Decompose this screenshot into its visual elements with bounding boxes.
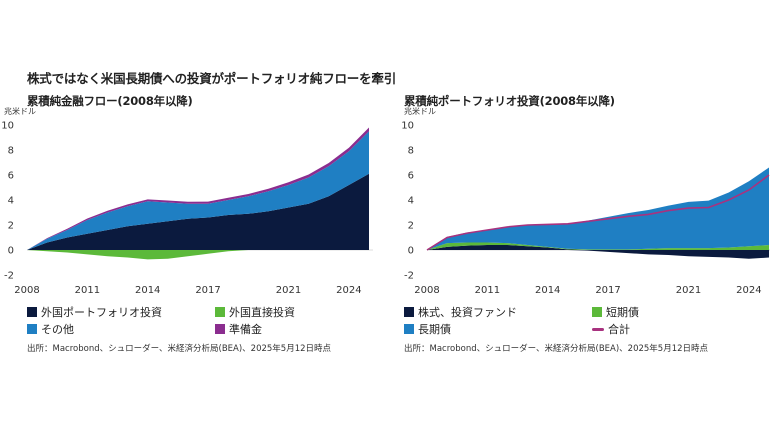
- x-tick-label: 2011: [475, 285, 500, 296]
- y-tick-label: 10: [401, 121, 414, 132]
- legend-swatch: [27, 324, 37, 334]
- negative-series-area-0: [27, 250, 369, 260]
- legend-item-equity-funds: 株式、投資ファンド: [404, 304, 517, 320]
- x-tick-label: 2024: [736, 285, 761, 296]
- x-tick-label: 2014: [135, 285, 160, 296]
- left-chart-title: 累積純金融フロー(2008年以降): [27, 94, 193, 108]
- total-line: [426, 174, 770, 251]
- y-tick-label: 6: [8, 171, 14, 182]
- page-headline: 株式ではなく米国長期債への投資がポートフォリオ純フローを牽引: [27, 71, 397, 86]
- x-tick-label: 2017: [595, 285, 620, 296]
- legend-label: 短期債: [606, 306, 639, 319]
- legend-item-short-term-debt: 短期債: [592, 304, 639, 320]
- legend-item-reserves: 準備金: [215, 321, 262, 337]
- x-tick-label: 2024: [336, 285, 361, 296]
- legend-label: 長期債: [418, 323, 451, 336]
- x-tick-label: 2021: [676, 285, 701, 296]
- legend-swatch: [592, 307, 602, 317]
- x-tick-label: 2014: [535, 285, 560, 296]
- legend-label: 外国直接投資: [229, 306, 295, 319]
- x-tick-label: 2011: [75, 285, 100, 296]
- legend-item-fdi: 外国直接投資: [215, 304, 295, 320]
- y-tick-label: -2: [404, 271, 414, 282]
- legend-swatch: [27, 307, 37, 317]
- legend-item-other: その他: [27, 321, 74, 337]
- y-tick-label: 2: [8, 221, 14, 232]
- positive-series-area-2: [427, 167, 769, 250]
- right-area-chart: 兆米ドル -2 0 2 4 6 8 10 2008 2011 2014 2017 2021 2024: [401, 106, 770, 296]
- y-tick-label: 2: [408, 221, 414, 232]
- y-axis-unit-label: 兆米ドル: [4, 106, 36, 116]
- legend-item-long-term-debt: 長期債: [404, 321, 451, 337]
- negative-series-area-0: [427, 250, 769, 259]
- y-tick-label: 10: [1, 121, 14, 132]
- y-tick-label: -2: [4, 271, 14, 282]
- left-area-chart: 兆米ドル -2 0 2 4 6 8 10 2008 2011 2014 2017 2021 2024: [1, 106, 373, 296]
- y-tick-label: 8: [8, 146, 14, 157]
- y-tick-label: 0: [8, 246, 14, 257]
- y-tick-label: 0: [408, 246, 414, 257]
- legend-label: 合計: [608, 323, 630, 336]
- right-source-note: 出所：Macrobond、シュローダー、米経済分析局(BEA)、2025年5月1…: [404, 344, 709, 354]
- left-source-note: 出所：Macrobond、シュローダー、米経済分析局(BEA)、2025年5月1…: [27, 344, 332, 354]
- right-chart-title: 累積純ポートフォリオ投資(2008年以降): [404, 94, 615, 108]
- legend-swatch: [404, 307, 414, 317]
- legend-swatch-line: [592, 327, 604, 331]
- legend-label: 株式、投資ファンド: [418, 306, 517, 319]
- y-tick-label: 4: [408, 196, 414, 207]
- x-tick-label: 2017: [195, 285, 220, 296]
- legend-swatch: [215, 307, 225, 317]
- legend-label: 準備金: [229, 323, 262, 336]
- x-tick-label: 2008: [14, 285, 39, 296]
- legend-swatch: [215, 324, 225, 334]
- y-tick-label: 6: [408, 171, 414, 182]
- positive-series-area-0: [427, 245, 769, 250]
- legend-swatch: [404, 324, 414, 334]
- legend-label: その他: [41, 323, 74, 336]
- positive-series-area-1: [427, 242, 769, 250]
- legend-item-foreign-portfolio: 外国ポートフォリオ投資: [27, 304, 162, 320]
- y-tick-label: 8: [408, 146, 414, 157]
- y-tick-label: 4: [8, 196, 14, 207]
- x-tick-label: 2021: [276, 285, 301, 296]
- positive-series-area-0: [27, 173, 369, 250]
- legend-label: 外国ポートフォリオ投資: [41, 306, 162, 319]
- positive-series-area-1: [27, 131, 369, 250]
- y-axis-unit-label: 兆米ドル: [404, 106, 436, 116]
- legend-item-total: 合計: [592, 321, 630, 337]
- x-tick-label: 2008: [414, 285, 439, 296]
